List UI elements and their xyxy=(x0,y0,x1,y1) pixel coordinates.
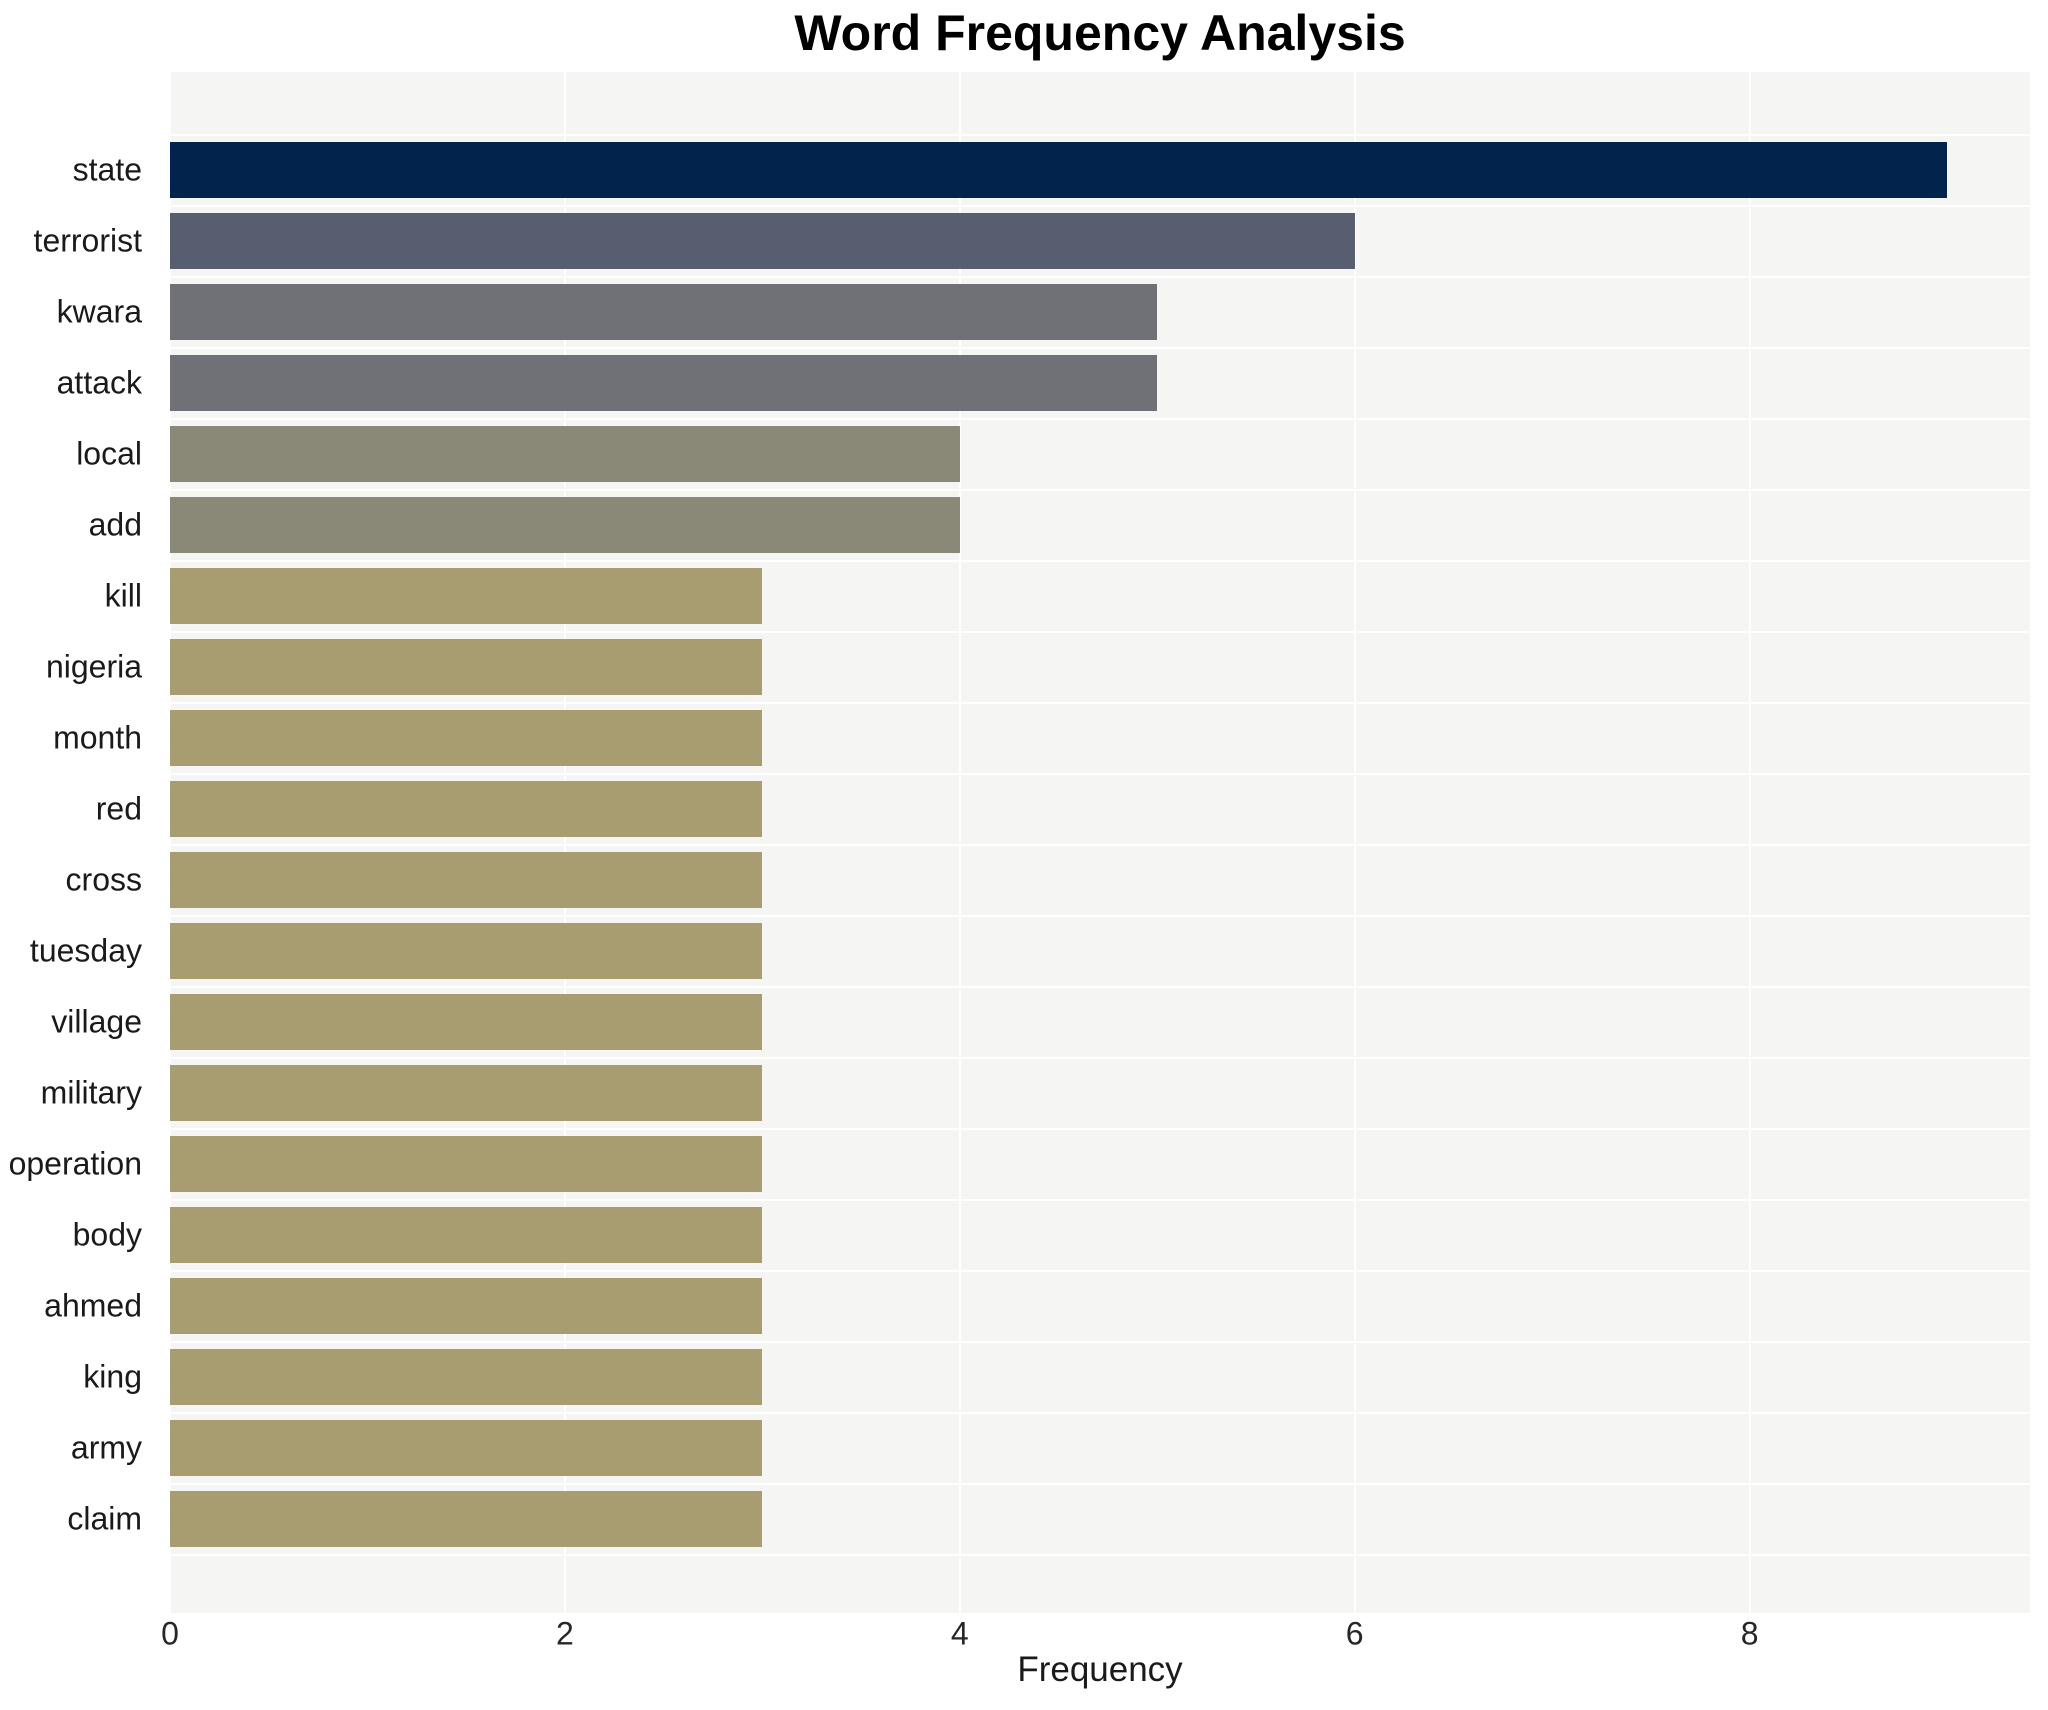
x-gridline xyxy=(1748,72,1751,1613)
bar-village xyxy=(170,994,763,1050)
bar-operation xyxy=(170,1136,763,1192)
x-gridline xyxy=(169,72,171,1613)
y-tick-label-state: state xyxy=(72,151,142,188)
y-tick-label-local: local xyxy=(76,435,142,472)
y-tick-label-military: military xyxy=(40,1074,142,1111)
x-gridline xyxy=(563,72,566,1613)
y-gridline xyxy=(170,488,2030,491)
bar-claim xyxy=(170,1491,763,1547)
y-tick-label-operation: operation xyxy=(8,1145,142,1182)
y-gridline xyxy=(170,275,2030,278)
x-tick-label-4: 4 xyxy=(950,1615,969,1652)
y-gridline xyxy=(170,204,2030,207)
bar-state xyxy=(170,142,1948,198)
x-tick-label-0: 0 xyxy=(161,1615,179,1652)
y-gridline xyxy=(170,1198,2030,1201)
x-gridline xyxy=(958,72,961,1613)
bar-kwara xyxy=(170,284,1158,340)
x-axis-label: Frequency xyxy=(1017,1650,1183,1689)
bar-nigeria xyxy=(170,639,763,695)
bar-terrorist xyxy=(170,213,1355,269)
y-tick-label-ahmed: ahmed xyxy=(44,1287,142,1324)
x-tick-label-6: 6 xyxy=(1345,1615,1364,1652)
bar-tuesday xyxy=(170,923,763,979)
y-gridline xyxy=(170,630,2030,633)
bar-local xyxy=(170,426,960,482)
y-tick-label-add: add xyxy=(88,506,142,543)
y-tick-label-kwara: kwara xyxy=(56,293,142,330)
bar-red xyxy=(170,781,763,837)
x-tick-label-2: 2 xyxy=(555,1615,574,1652)
y-tick-label-body: body xyxy=(72,1216,142,1253)
y-gridline xyxy=(170,1056,2030,1059)
bar-cross xyxy=(170,852,763,908)
bar-king xyxy=(170,1349,763,1405)
y-gridline xyxy=(170,1482,2030,1485)
y-gridline xyxy=(170,772,2030,775)
bar-military xyxy=(170,1065,763,1121)
y-gridline xyxy=(170,1127,2030,1130)
bar-body xyxy=(170,1207,763,1263)
chart-title: Word Frequency Analysis xyxy=(794,5,1406,61)
y-gridline xyxy=(170,417,2030,420)
y-tick-label-nigeria: nigeria xyxy=(45,648,142,685)
y-tick-label-king: king xyxy=(83,1358,142,1395)
x-tick-label-8: 8 xyxy=(1740,1615,1759,1652)
y-tick-label-claim: claim xyxy=(67,1500,142,1537)
y-tick-label-tuesday: tuesday xyxy=(29,932,142,969)
y-gridline xyxy=(170,346,2030,349)
y-gridline xyxy=(170,559,2030,562)
y-gridline xyxy=(170,1411,2030,1414)
bar-attack xyxy=(170,355,1158,411)
y-tick-label-month: month xyxy=(53,719,142,756)
y-gridline xyxy=(170,843,2030,846)
bar-ahmed xyxy=(170,1278,763,1334)
y-tick-label-cross: cross xyxy=(65,861,142,898)
bar-add xyxy=(170,497,960,553)
y-tick-label-village: village xyxy=(51,1003,142,1040)
x-gridline xyxy=(1353,72,1356,1613)
bar-month xyxy=(170,710,763,766)
y-gridline xyxy=(170,1553,2030,1556)
y-gridline xyxy=(170,701,2030,704)
y-gridline xyxy=(170,1340,2030,1343)
y-tick-label-attack: attack xyxy=(56,364,142,401)
y-axis-labels: state terrorist kwara attack local add kill nig… xyxy=(0,0,156,1710)
y-gridline xyxy=(170,1269,2030,1272)
y-tick-label-army: army xyxy=(70,1429,142,1466)
bar-kill xyxy=(170,568,763,624)
y-gridline xyxy=(170,985,2030,988)
y-tick-label-red: red xyxy=(95,790,142,827)
plot-area xyxy=(169,72,2030,1613)
y-tick-label-kill: kill xyxy=(104,577,142,614)
y-gridline xyxy=(170,914,2030,917)
y-gridline xyxy=(170,133,2030,136)
bar-army xyxy=(170,1420,763,1476)
y-tick-label-terrorist: terrorist xyxy=(33,222,142,259)
